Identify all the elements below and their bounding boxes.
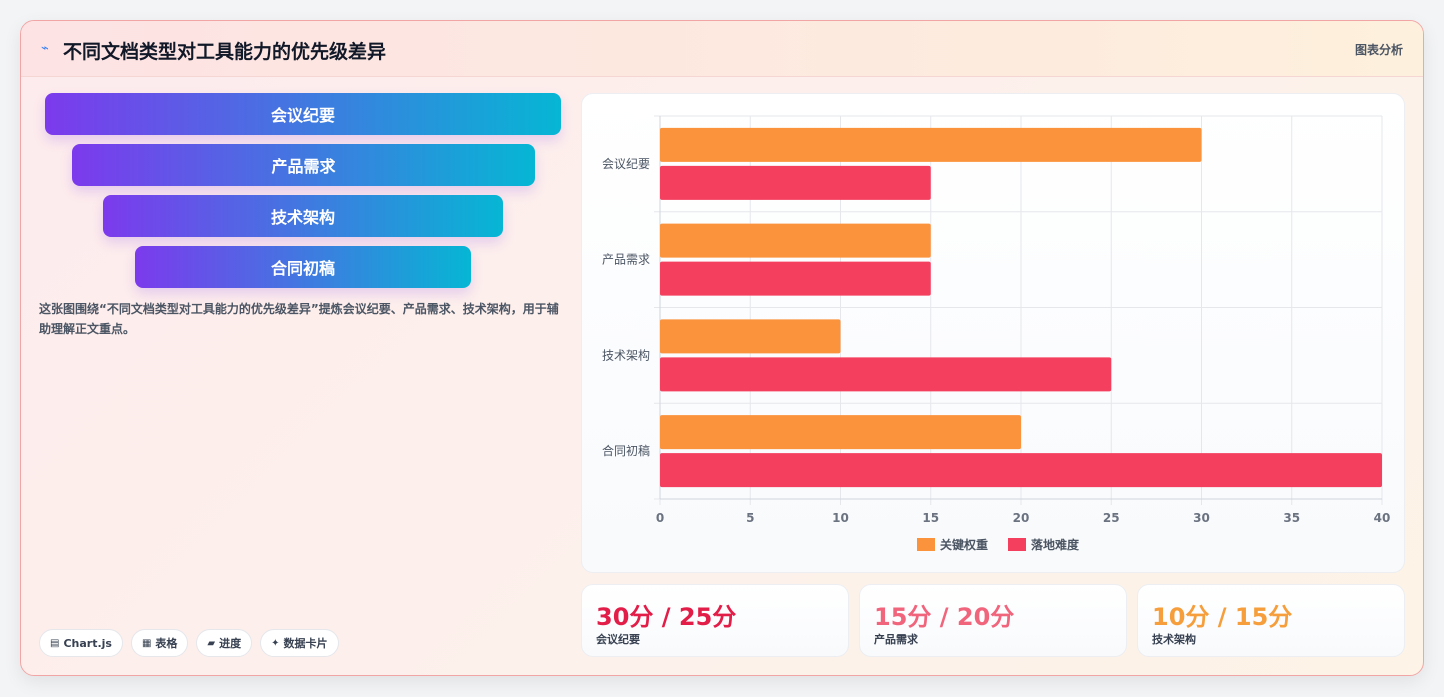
chart-line-icon: ⌁ (41, 41, 49, 56)
x-tick-label: 5 (746, 511, 754, 525)
bar-2-0 (660, 319, 841, 354)
x-tick-label: 15 (922, 511, 939, 525)
chip-label: 数据卡片 (283, 637, 328, 650)
chip-label: Chart.js (63, 636, 112, 650)
bar-3-1 (660, 453, 1382, 488)
x-tick-label: 40 (1374, 511, 1391, 525)
bar-0-1 (660, 165, 931, 200)
chip-progress[interactable]: ▰ 进度 (196, 629, 253, 657)
y-tick-label: 产品需求 (602, 253, 650, 267)
chip-label: 表格 (155, 637, 178, 650)
funnel-item-architecture: 技术架构 (103, 195, 503, 237)
sparkle-icon: ✦ (271, 637, 280, 649)
bar-1-0 (660, 223, 931, 258)
stat-value: 30分 / 25分 (596, 603, 737, 631)
chip-label: 进度 (219, 637, 242, 650)
y-tick-label: 合同初稿 (602, 443, 650, 458)
x-tick-label: 20 (1013, 511, 1030, 525)
chart-icon: ▤ (50, 637, 60, 649)
stat-value: 15分 / 20分 (874, 603, 1015, 631)
funnel-item-contract: 合同初稿 (135, 246, 471, 288)
stat-card-meeting: 30分 / 25分 会议纪要 (581, 584, 849, 657)
chart-analysis-link[interactable]: 图表分析 (1354, 43, 1403, 57)
legend-label: 关键权重 (940, 537, 988, 552)
legend-swatch (1008, 538, 1026, 551)
stat-label: 技术架构 (1152, 633, 1196, 646)
x-tick-label: 30 (1193, 511, 1210, 525)
chip-data-card[interactable]: ✦ 数据卡片 (260, 629, 339, 657)
legend-label: 落地难度 (1031, 537, 1080, 552)
y-tick-label: 会议纪要 (602, 157, 650, 171)
stat-label: 产品需求 (874, 633, 918, 646)
bar-0-0 (660, 127, 1202, 162)
progress-icon: ▰ (207, 637, 216, 649)
chip-table[interactable]: ▦ 表格 (130, 629, 189, 657)
bar-3-0 (660, 415, 1021, 450)
page-title: 不同文档类型对工具能力的优先级差异 (63, 41, 387, 63)
table-icon: ▦ (141, 637, 152, 649)
tag-list: ▤ Chart.js ▦ 表格 ▰ 进度 ✦ 数据卡片 (39, 629, 339, 657)
stat-card-product: 15分 / 20分 产品需求 (859, 584, 1127, 657)
stat-value: 10分 / 15分 (1152, 603, 1293, 631)
chip-chartjs[interactable]: ▤ Chart.js (39, 629, 123, 657)
stat-card-architecture: 10分 / 15分 技术架构 (1137, 584, 1405, 657)
x-tick-label: 25 (1103, 511, 1120, 525)
chart-card: ⌁ 不同文档类型对工具能力的优先级差异 图表分析 会议纪要 产品需求 技术架构 … (20, 20, 1424, 676)
legend-swatch (917, 538, 935, 551)
stat-label: 会议纪要 (596, 633, 640, 646)
funnel-item-meeting: 会议纪要 (45, 93, 561, 135)
funnel-item-product: 产品需求 (72, 144, 535, 186)
x-tick-label: 10 (832, 511, 849, 525)
x-tick-label: 0 (656, 511, 664, 525)
bar-2-1 (660, 357, 1112, 392)
chart-panel: 0 5 10 15 20 25 30 35 40 会议纪要产品需求技术架构合同初稿关键权重 落地难度 (581, 93, 1405, 573)
card-header: ⌁ 不同文档类型对工具能力的优先级差异 图表分析 (21, 21, 1423, 77)
x-tick-label: 35 (1283, 511, 1300, 525)
bar-1-1 (660, 261, 931, 296)
chart-description: 这张图围绕“不同文档类型对工具能力的优先级差异”提炼会议纪要、产品需求、技术架构… (39, 302, 559, 336)
y-tick-label: 技术架构 (602, 347, 650, 362)
